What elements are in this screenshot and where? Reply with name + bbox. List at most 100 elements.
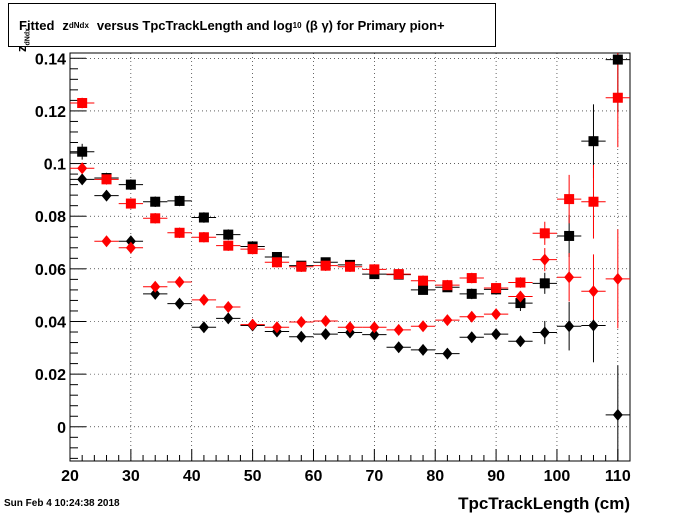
data-point-diamond	[491, 308, 502, 321]
data-point-square	[296, 261, 307, 272]
x-tick-label: 90	[487, 468, 505, 485]
data-point-square	[491, 283, 502, 294]
chart-title: Fitted z dNdx versus TpcTrackLength and l…	[8, 3, 496, 47]
data-point-square	[320, 260, 331, 271]
data-point-square	[466, 273, 477, 284]
title-z: z	[62, 17, 69, 33]
y-tick-label: 0.14	[35, 51, 66, 68]
y-tick-label: 0.04	[35, 314, 66, 331]
data-point-square	[174, 227, 185, 238]
y-axis-label: zdNdx	[14, 28, 32, 52]
data-point-diamond	[296, 330, 307, 343]
data-point-square	[612, 92, 623, 103]
data-point-square	[418, 284, 429, 295]
data-point-square	[564, 194, 575, 205]
data-point-diamond	[442, 314, 453, 327]
y-tick-label: 0.12	[35, 104, 66, 121]
data-point-square	[442, 280, 453, 291]
data-point-diamond	[418, 320, 429, 333]
title-z-subscript: dNdx	[68, 20, 89, 30]
data-point-diamond	[564, 320, 575, 333]
x-tick-label: 50	[244, 468, 262, 485]
data-point-square	[369, 264, 380, 275]
data-point-square	[564, 230, 575, 241]
data-point-square	[393, 269, 404, 280]
x-tick-label: 20	[61, 468, 79, 485]
x-tick-label: 40	[183, 468, 201, 485]
data-point-diamond	[393, 341, 404, 354]
data-point-diamond	[77, 162, 88, 175]
data-point-square	[198, 232, 209, 243]
data-point-square	[271, 252, 282, 262]
data-point-diamond	[369, 328, 380, 341]
x-tick-label: 60	[305, 468, 323, 485]
x-tick-label: 70	[365, 468, 383, 485]
data-point-diamond	[125, 241, 136, 254]
data-point-square	[174, 195, 185, 206]
data-point-diamond	[101, 235, 112, 248]
data-point-square	[515, 277, 526, 288]
axis-ticks: 20 30 40 50 60 70 80 90 100 110 0 0.02 0.04 0.06 0.08 0…	[35, 51, 631, 485]
x-tick-label: 80	[426, 468, 444, 485]
x-tick-label: 100	[544, 468, 571, 485]
data-point-diamond	[77, 173, 88, 186]
data-point-square	[247, 244, 258, 255]
data-point-diamond	[515, 335, 526, 348]
data-point-square	[77, 98, 88, 109]
data-point-diamond	[515, 290, 526, 303]
data-point-diamond	[369, 321, 380, 334]
data-point-square	[515, 298, 526, 309]
data-point-square	[125, 198, 136, 209]
data-point-diamond	[247, 318, 258, 331]
title-prefix: Fitted	[19, 17, 55, 33]
data-point-diamond	[198, 293, 209, 306]
data-point-diamond	[125, 235, 136, 248]
x-tick-label: 110	[605, 468, 631, 485]
data-point-square	[223, 229, 234, 240]
data-point-diamond	[539, 253, 550, 266]
data-point-diamond	[466, 310, 477, 323]
data-point-diamond	[588, 319, 599, 332]
data-point-diamond	[223, 301, 234, 314]
data-point-square	[345, 261, 355, 272]
data-point-square	[612, 54, 623, 65]
data-point-diamond	[588, 285, 599, 298]
data-point-diamond	[491, 328, 502, 341]
data-point-diamond	[320, 328, 331, 341]
title-middle: versus TpcTrackLength and log	[96, 17, 293, 33]
data-point-square	[101, 174, 112, 185]
data-point-diamond	[393, 323, 404, 336]
data-point-square	[271, 257, 282, 268]
y-axis-label-sub: dNdx	[24, 28, 32, 46]
data-point-diamond	[345, 321, 355, 334]
data-point-square	[588, 196, 599, 207]
y-axis-label-z: z	[14, 45, 29, 53]
date-stamp: Sun Feb 4 10:24:38 2018	[4, 498, 120, 509]
data-point-square	[150, 196, 161, 207]
data-point-square	[588, 136, 599, 147]
y-tick-label: 0.06	[35, 262, 66, 279]
data-point-square	[418, 275, 429, 286]
data-point-diamond	[198, 321, 209, 334]
data-point-diamond	[442, 347, 453, 360]
title-log-subscript: 10	[292, 20, 302, 30]
y-tick-label: 0	[57, 420, 66, 437]
data-point-diamond	[174, 297, 185, 310]
data-point-diamond	[271, 321, 282, 334]
data-point-diamond	[612, 408, 623, 421]
x-axis-label: TpcTrackLength (cm)	[458, 494, 630, 513]
data-point-square	[223, 240, 234, 251]
data-point-diamond	[539, 326, 550, 339]
data-point-diamond	[612, 272, 623, 285]
data-point-diamond	[150, 280, 161, 293]
data-point-diamond	[296, 316, 307, 329]
data-point-diamond	[150, 287, 161, 300]
y-tick-label: 0.02	[35, 367, 66, 384]
title-suffix: (β γ) for Primary pion+	[305, 17, 445, 33]
data-point-square	[466, 288, 477, 299]
y-tick-label: 0.08	[35, 209, 66, 226]
data-point-square	[539, 278, 550, 289]
data-point-square	[198, 212, 209, 223]
x-tick-label: 30	[122, 468, 140, 485]
data-point-square	[125, 179, 136, 190]
